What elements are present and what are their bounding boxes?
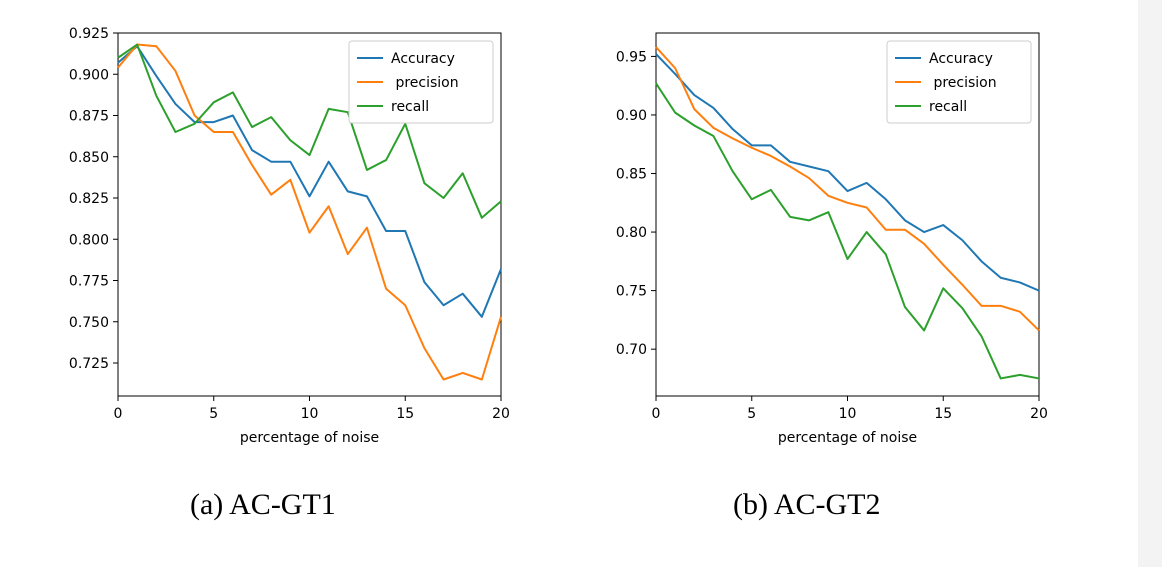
x-tick-label: 10 [301, 406, 319, 422]
legend: Accuracy precision recall [348, 40, 494, 124]
series-line-accuracy [655, 53, 1040, 292]
caption-ac-gt1: (a) AC-GT1 [190, 488, 336, 521]
y-tick-label: 0.80 [616, 225, 647, 241]
series-line-recall [655, 82, 1040, 380]
y-tick-label: 0.875 [69, 109, 109, 125]
legend-label: Accuracy [391, 51, 455, 67]
x-tick-label: 5 [209, 406, 218, 422]
x-tick-label: 0 [114, 406, 123, 422]
legend-box [348, 40, 494, 124]
series-line-precision [655, 46, 1040, 332]
legend-label: precision [929, 75, 997, 91]
legend-label: Accuracy [929, 51, 993, 67]
legend-box [886, 40, 1032, 124]
series-line-precision [117, 43, 502, 381]
x-tick-label: 10 [839, 406, 857, 422]
y-tick-label: 0.825 [69, 191, 109, 207]
series-line-accuracy [117, 45, 502, 318]
caption-ac-gt2: (b) AC-GT2 [733, 488, 881, 521]
legend-label: recall [391, 99, 429, 115]
x-tick-label: 0 [652, 406, 661, 422]
series-line-recall [117, 43, 502, 219]
y-tick-label: 0.775 [69, 274, 109, 290]
x-tick-label: 20 [1030, 406, 1048, 422]
y-tick-label: 0.750 [69, 315, 109, 331]
x-axis-title: percentage of noise [778, 430, 917, 446]
y-tick-label: 0.90 [616, 108, 647, 124]
y-tick-label: 0.95 [616, 49, 647, 65]
y-tick-label: 0.850 [69, 150, 109, 166]
y-tick-label: 0.725 [69, 356, 109, 372]
x-tick-label: 5 [747, 406, 756, 422]
x-axis-title: percentage of noise [240, 430, 379, 446]
chart-ac-gt1: 0 5 10 15 20 0.725 0.750 0.775 0.800 0.825 0.850 0.… [69, 26, 510, 446]
y-tick-label: 0.800 [69, 232, 109, 248]
legend-label: recall [929, 99, 967, 115]
legend: Accuracy precision recall [886, 40, 1032, 124]
y-tick-label: 0.85 [616, 167, 647, 183]
x-tick-label: 20 [492, 406, 510, 422]
chart-ac-gt2: 0 5 10 15 20 0.70 0.75 0.80 0.85 0.90 0.95 percenta… [616, 32, 1048, 446]
y-tick-label: 0.900 [69, 67, 109, 83]
x-tick-label: 15 [396, 406, 414, 422]
legend-label: precision [391, 75, 459, 91]
y-tick-label: 0.925 [69, 26, 109, 42]
x-tick-label: 15 [934, 406, 952, 422]
y-tick-label: 0.75 [616, 284, 647, 300]
y-tick-label: 0.70 [616, 342, 647, 358]
right-edge-strip [1138, 0, 1162, 567]
